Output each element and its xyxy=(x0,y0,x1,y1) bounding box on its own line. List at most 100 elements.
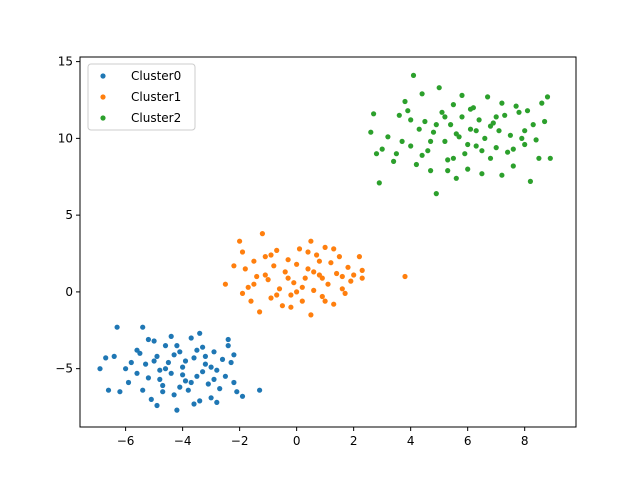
legend-label: Cluster0 xyxy=(131,69,181,83)
data-point xyxy=(345,264,351,270)
data-point xyxy=(274,247,280,253)
data-point xyxy=(467,106,474,112)
data-point xyxy=(465,141,471,148)
data-point xyxy=(160,389,166,395)
x-tick-label: 4 xyxy=(407,434,415,448)
data-point xyxy=(271,263,277,269)
data-point xyxy=(219,356,226,362)
data-point xyxy=(123,366,129,372)
data-point xyxy=(248,298,254,304)
data-point xyxy=(291,280,297,286)
data-point xyxy=(485,94,491,100)
data-point xyxy=(510,146,516,152)
data-point xyxy=(445,157,451,163)
data-point xyxy=(191,401,197,407)
data-point xyxy=(496,128,502,134)
data-point xyxy=(177,349,183,355)
legend-label: Cluster2 xyxy=(131,111,181,125)
data-point xyxy=(200,344,206,350)
data-point xyxy=(128,359,134,366)
data-point xyxy=(114,324,120,330)
data-point xyxy=(413,161,419,168)
data-point xyxy=(305,249,311,255)
data-point xyxy=(294,261,300,267)
data-point xyxy=(419,152,425,158)
data-point xyxy=(351,272,357,278)
data-point xyxy=(510,163,516,169)
series-cluster2 xyxy=(368,72,553,197)
data-point xyxy=(331,246,337,252)
data-point xyxy=(117,389,123,395)
data-point xyxy=(322,298,328,304)
data-point xyxy=(314,252,320,258)
data-point xyxy=(225,336,231,343)
data-point xyxy=(487,123,494,129)
y-tick-label: −5 xyxy=(55,362,73,376)
data-point xyxy=(105,387,112,393)
data-point xyxy=(257,309,263,315)
data-point xyxy=(450,155,456,161)
data-point xyxy=(402,273,408,280)
points-layer xyxy=(97,72,553,413)
data-point xyxy=(308,238,314,244)
data-point xyxy=(325,281,331,287)
data-point xyxy=(177,384,183,390)
series-cluster0 xyxy=(97,324,263,413)
data-point xyxy=(373,151,380,157)
data-point xyxy=(231,352,237,358)
data-point xyxy=(200,369,206,375)
data-point xyxy=(188,379,194,386)
data-point xyxy=(533,137,539,143)
data-point xyxy=(311,287,317,293)
data-point xyxy=(222,281,228,287)
data-point xyxy=(319,293,325,300)
data-point xyxy=(239,249,246,255)
data-point xyxy=(111,353,117,359)
data-point xyxy=(174,343,180,349)
data-point xyxy=(174,407,180,413)
data-point xyxy=(299,298,305,304)
data-point xyxy=(194,373,200,379)
data-point xyxy=(499,100,505,106)
data-point xyxy=(368,129,374,135)
data-point xyxy=(202,361,208,367)
data-point xyxy=(288,304,294,310)
data-point xyxy=(222,373,228,379)
data-point xyxy=(408,143,414,149)
data-point xyxy=(311,269,317,275)
legend-label: Cluster1 xyxy=(131,90,181,104)
data-point xyxy=(356,254,362,260)
data-point xyxy=(322,244,328,250)
data-point xyxy=(453,131,459,137)
data-point xyxy=(308,312,314,318)
data-point xyxy=(516,109,522,115)
data-point xyxy=(279,303,285,309)
data-point xyxy=(239,393,246,399)
data-point xyxy=(262,272,268,278)
data-point xyxy=(171,392,177,398)
y-tick-label: 10 xyxy=(58,131,73,145)
data-point xyxy=(140,324,146,330)
legend-box xyxy=(87,63,196,131)
x-tick-label: 0 xyxy=(293,434,301,448)
data-point xyxy=(408,117,414,123)
data-point xyxy=(536,155,542,161)
data-point xyxy=(331,301,337,307)
data-point xyxy=(151,358,157,364)
data-point xyxy=(234,389,240,395)
data-point xyxy=(268,252,274,258)
data-point xyxy=(410,72,417,78)
x-axis: −6 −4 −2 0 2 4 6 8 xyxy=(117,427,529,448)
data-point xyxy=(288,292,294,298)
x-tick-label: −2 xyxy=(231,434,249,448)
data-point xyxy=(185,387,191,393)
data-point xyxy=(348,278,354,284)
data-point xyxy=(157,367,163,373)
data-point xyxy=(482,135,488,141)
data-point xyxy=(430,129,437,135)
data-point xyxy=(459,114,465,120)
data-point xyxy=(180,364,186,370)
data-point xyxy=(103,355,109,361)
data-point xyxy=(428,168,434,174)
data-point xyxy=(539,100,545,106)
